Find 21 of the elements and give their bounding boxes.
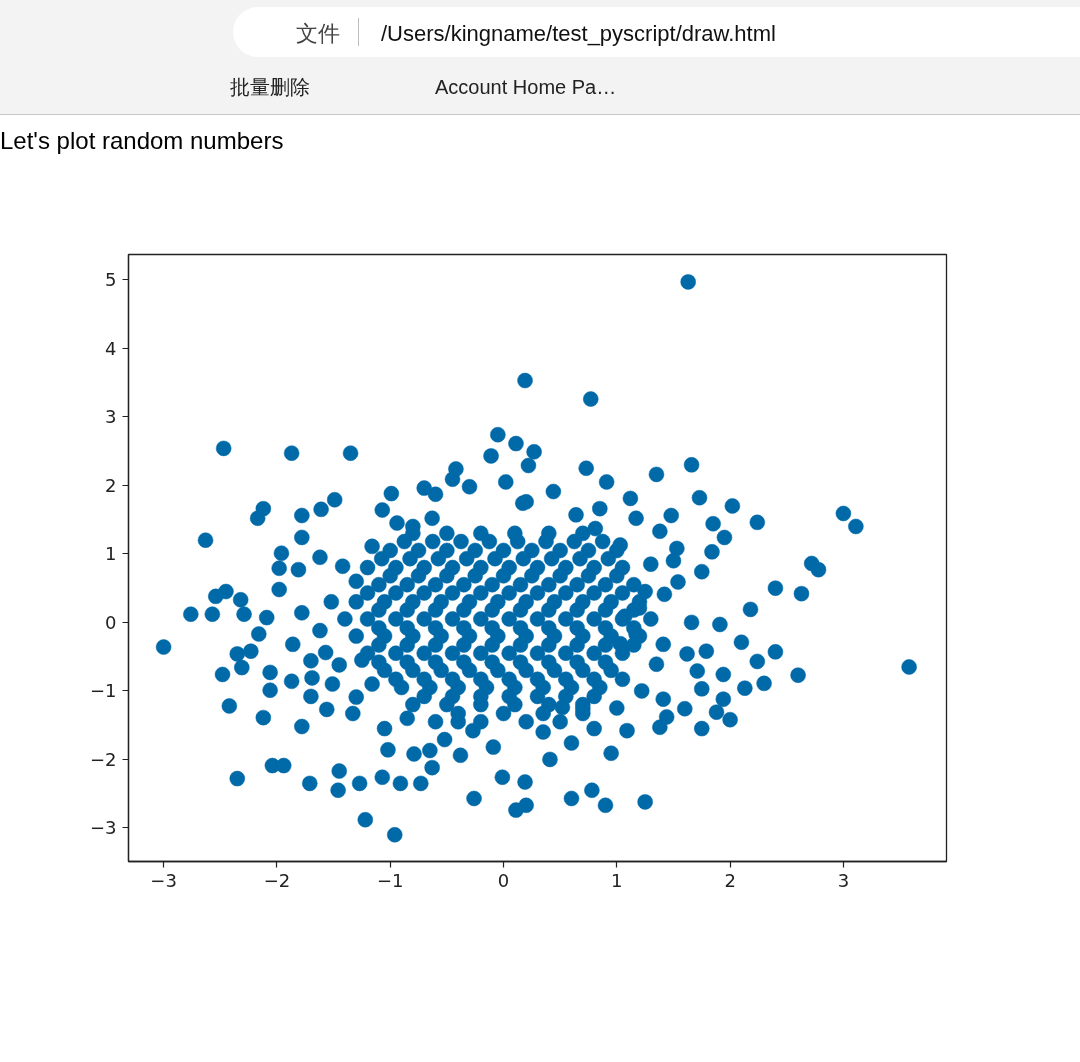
x-tick-label: 2 bbox=[724, 869, 736, 891]
chart-title: Let's plot random numbers bbox=[0, 126, 284, 156]
x-tick-label: 0 bbox=[497, 869, 510, 891]
x-tick-label: −3 bbox=[150, 869, 177, 891]
x-tick-label: 3 bbox=[837, 869, 850, 891]
y-tick-label: −3 bbox=[89, 817, 117, 839]
text: 批量删除 bbox=[230, 75, 310, 100]
text: 文件 bbox=[296, 20, 340, 48]
x-tick-label: −1 bbox=[376, 869, 404, 891]
text: Account Home Pa… bbox=[435, 75, 617, 100]
y-tick-label: 2 bbox=[105, 474, 117, 496]
y-tick-label: 5 bbox=[105, 269, 117, 291]
text: /Users/kingname/test_pyscript/draw.html bbox=[381, 20, 776, 48]
y-tick-label: 1 bbox=[105, 543, 117, 565]
y-tick-label: 4 bbox=[105, 337, 117, 359]
y-tick-label: 0 bbox=[105, 611, 117, 633]
y-tick-label: −1 bbox=[89, 680, 117, 702]
x-tick-label: 1 bbox=[611, 869, 623, 891]
x-tick-label: −2 bbox=[263, 869, 291, 891]
y-tick-label: 3 bbox=[105, 406, 117, 428]
y-tick-label: −2 bbox=[89, 748, 117, 770]
